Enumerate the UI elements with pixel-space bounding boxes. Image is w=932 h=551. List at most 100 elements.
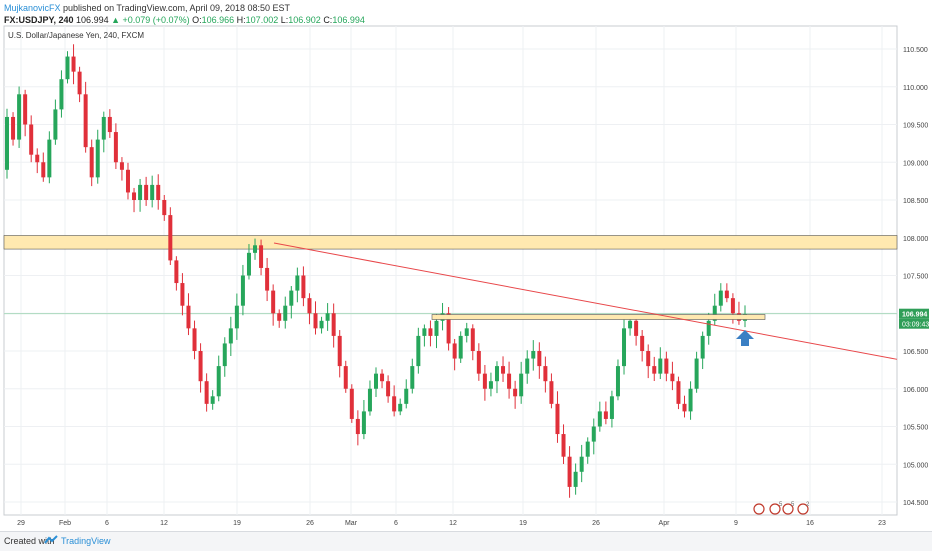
candle-down (337, 335, 342, 367)
up-arrow-icon (736, 330, 754, 346)
candle-down (476, 351, 481, 374)
candle-up (95, 139, 100, 178)
candle-up (253, 245, 258, 253)
candle-up (47, 139, 52, 178)
candle-up (434, 320, 439, 336)
support-zone (431, 314, 766, 320)
candle-down (355, 418, 360, 435)
candle-up (283, 305, 288, 321)
event-flag-icon (782, 503, 794, 515)
candle-down (113, 132, 118, 163)
candle-up (531, 351, 536, 359)
event-count-label: 5 (791, 502, 795, 508)
candle-down (301, 275, 306, 299)
x-tick-label: Mar (345, 520, 358, 527)
price-tag-label: 106.994 (902, 312, 927, 319)
candle-up (5, 116, 9, 170)
y-tick-label: 104.500 (903, 500, 928, 507)
candle-down (35, 154, 40, 163)
open-value: 106.966 (201, 15, 235, 25)
tradingview-logo-icon (44, 535, 58, 544)
candle-up (289, 290, 294, 306)
candle-up (628, 320, 633, 329)
y-tick-label: 106.500 (903, 349, 928, 356)
y-tick-label: 105.500 (903, 425, 928, 432)
candle-up (222, 343, 227, 367)
candle-down (331, 313, 336, 336)
price-tag (899, 308, 929, 319)
candle-down (180, 283, 185, 306)
candle-down (343, 366, 348, 389)
y-tick-label: 110.500 (903, 47, 928, 54)
candle-down (265, 267, 270, 291)
candle-down (186, 305, 191, 329)
candle-up (658, 358, 663, 374)
candle-down (71, 56, 76, 72)
candle-down (543, 366, 548, 382)
candle-down (125, 169, 130, 193)
candle-up (422, 328, 427, 336)
candle-down (313, 313, 318, 329)
candle-down (724, 290, 729, 299)
candle-up (325, 313, 330, 321)
x-tick-label: 9 (734, 520, 738, 527)
candle-down (567, 456, 572, 487)
candle-down (89, 147, 94, 178)
candle-up (65, 56, 70, 80)
event-flag-icon (769, 503, 781, 515)
tradingview-brand[interactable]: TradingView (61, 536, 111, 546)
y-tick-label: 107.500 (903, 274, 928, 281)
x-tick-label: 29 (17, 520, 25, 527)
candle-up (138, 184, 143, 200)
candle-up (216, 366, 221, 397)
candle-down (537, 351, 542, 367)
candle-down (482, 373, 487, 389)
resistance-zone (3, 235, 898, 250)
candle-down (682, 403, 687, 412)
candle-down (156, 184, 161, 200)
candle-up (295, 275, 300, 291)
y-tick-label: 108.000 (903, 236, 928, 243)
candle-down (634, 320, 639, 336)
x-tick-label: Apr (659, 520, 671, 527)
event-flag-icon (753, 503, 765, 515)
candle-down (652, 366, 657, 374)
candle-up (246, 252, 251, 276)
candle-up (585, 441, 590, 457)
candle-down (646, 351, 651, 367)
candle-up (488, 381, 493, 389)
close-label: C: (323, 15, 333, 25)
y-tick-label: 106.000 (903, 387, 928, 394)
last-price: 106.994 (76, 15, 109, 25)
candle-up (458, 335, 463, 359)
low-label: L: (280, 15, 289, 25)
candle-down (513, 388, 518, 397)
x-tick-label: 23 (878, 520, 886, 527)
candle-up (694, 358, 699, 389)
candle-down (446, 313, 451, 344)
candle-up (615, 366, 620, 397)
low-value: 106.902 (288, 15, 321, 25)
high-label: H: (236, 15, 246, 25)
candle-up (319, 320, 324, 329)
candle-down (670, 373, 675, 382)
candle-down (204, 381, 209, 404)
symbol-label: FX:USDJPY, 240 (4, 15, 74, 25)
candle-up (573, 471, 578, 487)
author-link[interactable]: MujkanovicFX (4, 3, 61, 13)
x-tick-label: 6 (105, 520, 109, 527)
x-tick-label: 19 (233, 520, 241, 527)
candle-up (410, 366, 415, 389)
candle-down (603, 411, 608, 419)
candle-down (174, 260, 179, 284)
price-chart[interactable]: 5 5 2 110.500 110.000 109.500 109.000 108.500 10… (0, 0, 932, 531)
close-value: 106.994 (332, 15, 365, 25)
trendline (273, 242, 898, 360)
footer-bar: Created with TradingView (0, 531, 932, 551)
event-flag-icon (797, 503, 809, 515)
y-tick-label: 109.000 (903, 160, 928, 167)
candle-up (622, 328, 627, 367)
plot-frame (3, 25, 898, 516)
y-tick-label: 109.500 (903, 123, 928, 130)
candle-up (494, 366, 499, 382)
